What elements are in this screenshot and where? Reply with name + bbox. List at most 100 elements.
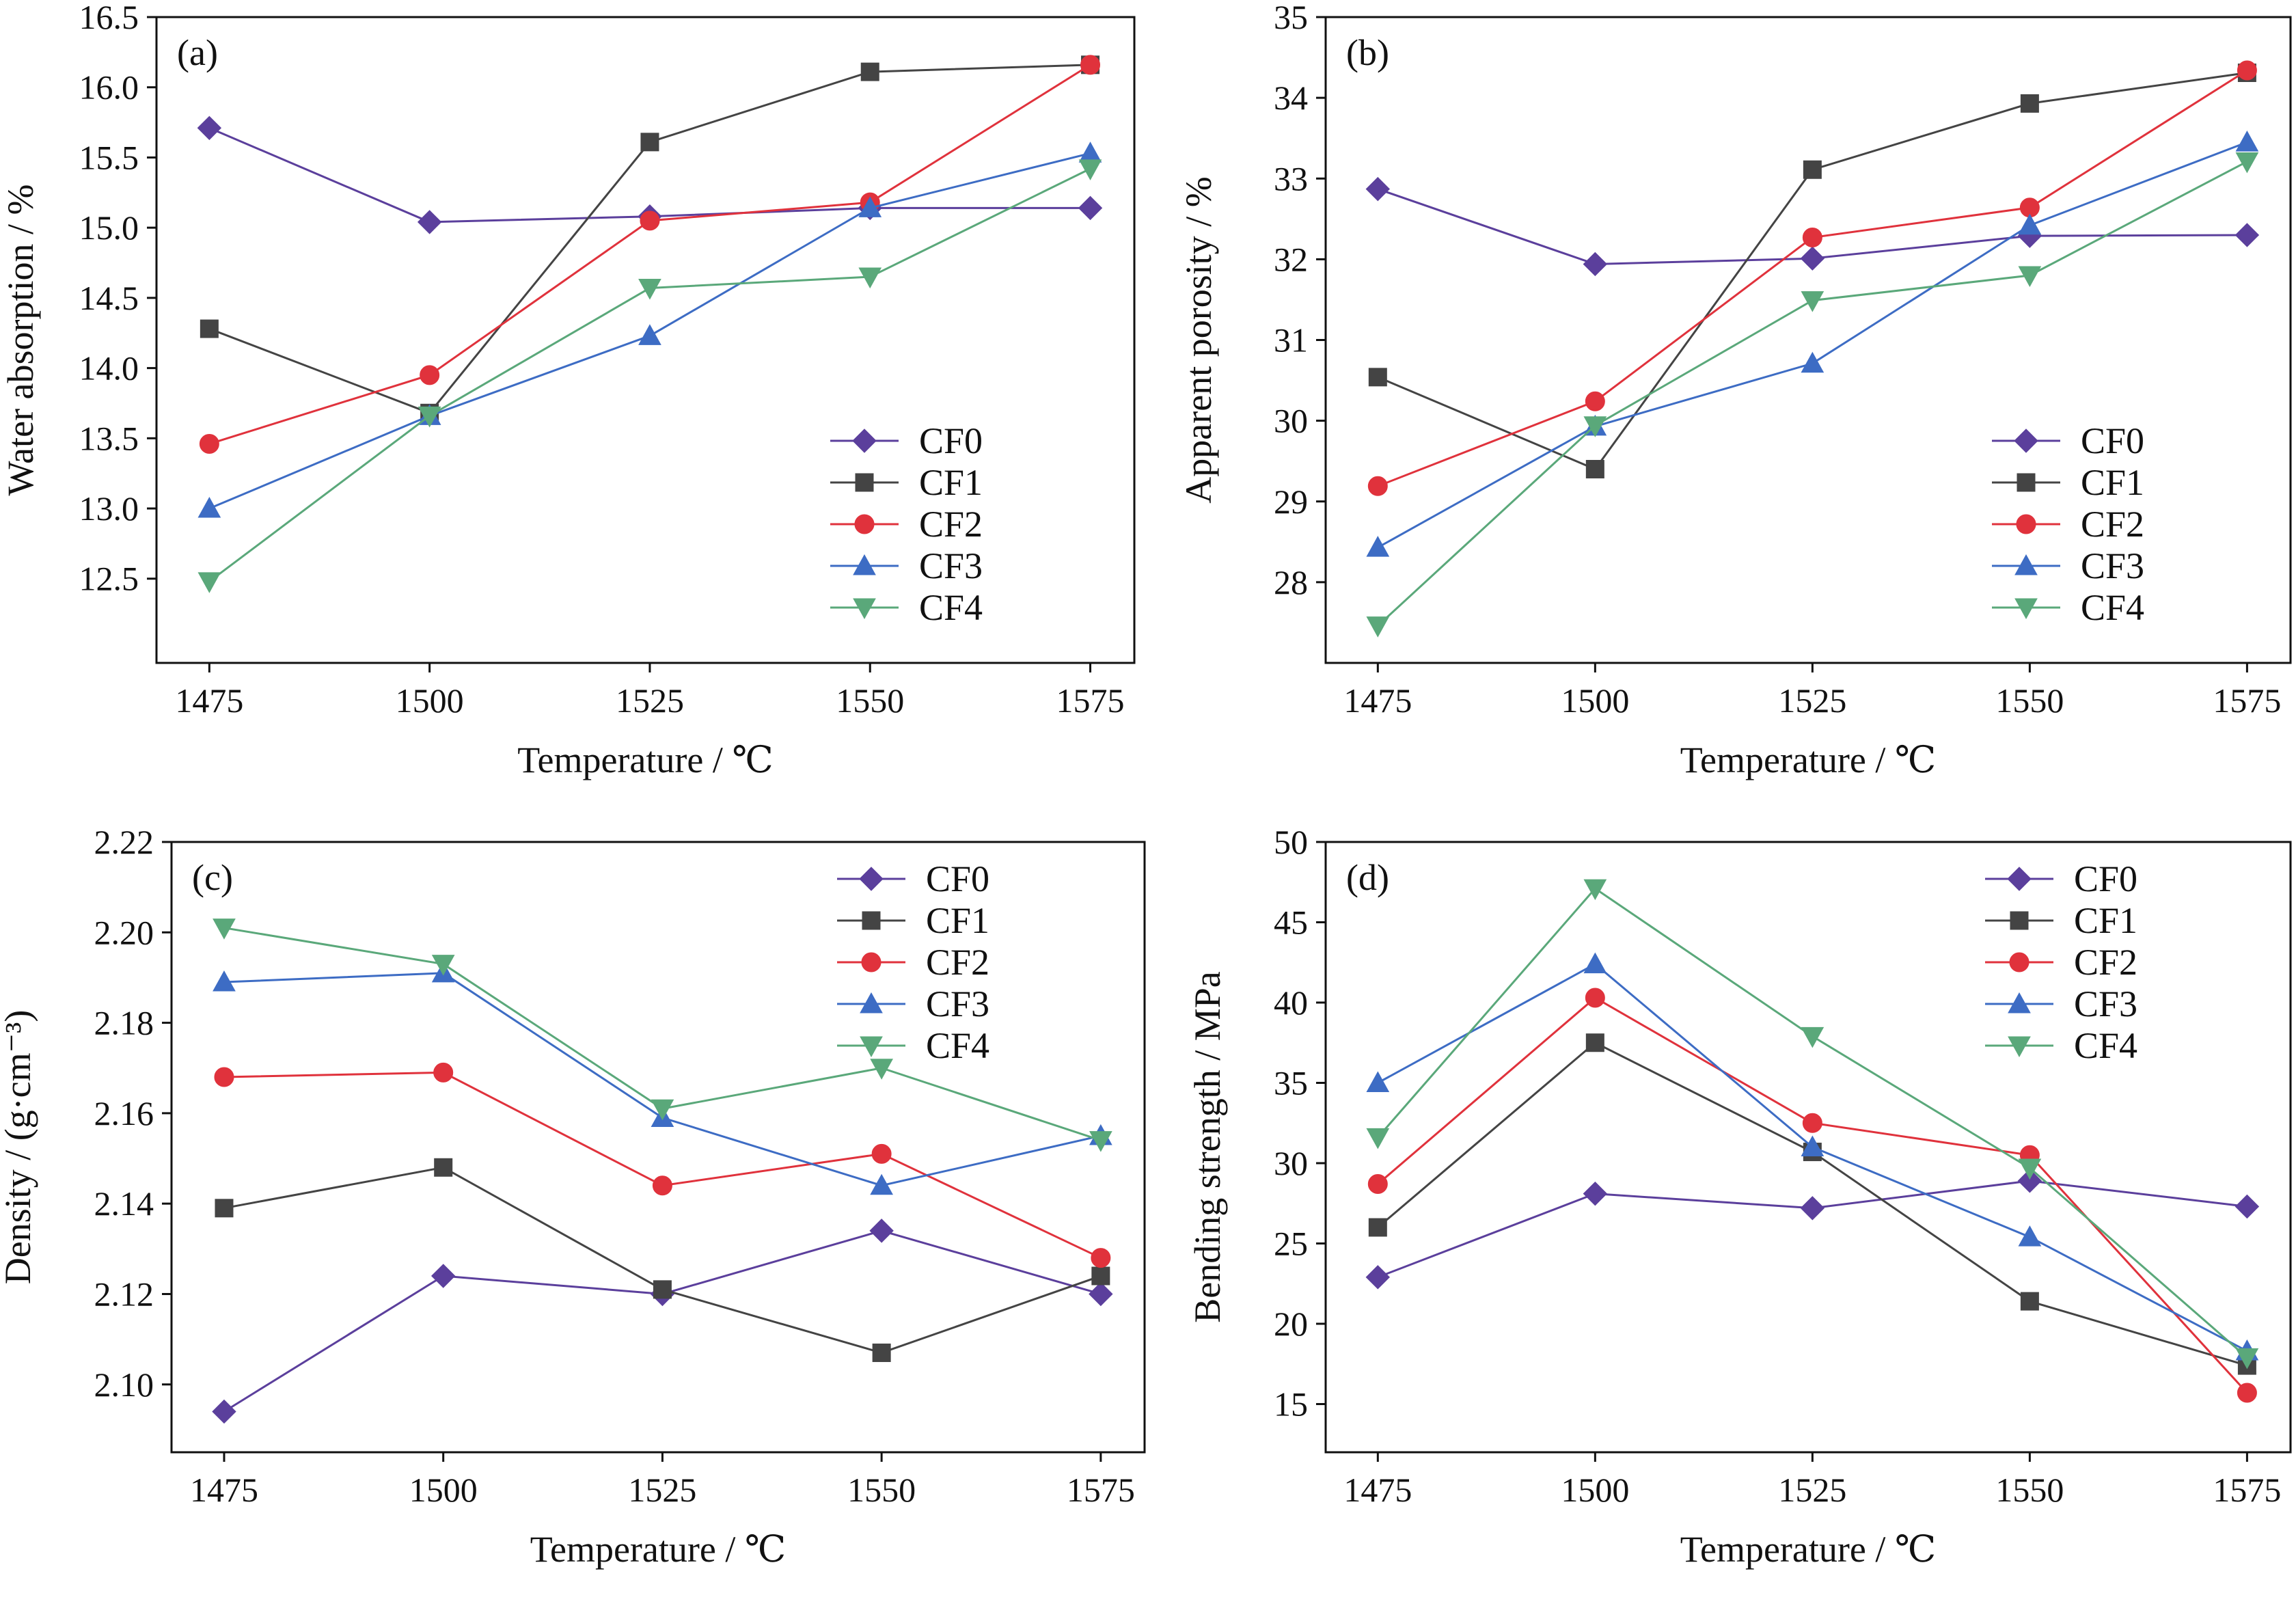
data-point-cf4 xyxy=(1583,416,1607,437)
legend-marker-cf2 xyxy=(2016,514,2036,534)
data-point-cf4 xyxy=(431,955,455,976)
series-cf4 xyxy=(1366,152,2259,638)
data-point-cf3 xyxy=(1366,536,1390,557)
legend-label: CF2 xyxy=(919,504,983,545)
y-tick-label: 2.10 xyxy=(94,1365,154,1404)
data-point-cf4 xyxy=(2235,1348,2259,1370)
y-tick-label: 40 xyxy=(1274,983,1308,1022)
data-point-cf2 xyxy=(1367,476,1388,496)
data-point-cf4 xyxy=(638,278,661,300)
chart-panel-d: 1475 1500 1525 1550 1575 15 20 25 30 35 40 45 50 Temp… xyxy=(1187,823,2292,1570)
data-point-cf1 xyxy=(2020,1292,2039,1311)
panel-label: (b) xyxy=(1346,32,1389,73)
legend-marker-cf3 xyxy=(853,554,876,575)
y-axis-title: Apparent porosity / % xyxy=(1178,176,1219,503)
legend-label: CF4 xyxy=(926,1025,989,1066)
data-point-cf0 xyxy=(430,1264,456,1288)
series-line-cf0 xyxy=(1377,1180,2247,1279)
y-tick-label: 13.5 xyxy=(79,419,139,457)
y-tick-label: 14.0 xyxy=(79,349,139,387)
legend-marker-cf2 xyxy=(2009,952,2030,972)
x-tick-label: 1550 xyxy=(1995,681,2064,720)
data-point-cf0 xyxy=(1800,1196,1825,1221)
legend-marker-cf3 xyxy=(2008,992,2031,1013)
plot-frame xyxy=(155,16,1136,664)
data-point-cf3 xyxy=(2018,213,2042,235)
y-axis-title: Density / (g·cm⁻³) xyxy=(0,1010,38,1285)
data-point-cf3 xyxy=(638,324,661,345)
legend-label: CF3 xyxy=(2074,983,2137,1024)
chart-panel-a: 1475 1500 1525 1550 1575 12.5 13.0 13.5 14.0 14.5… xyxy=(0,0,1136,780)
x-tick-label: 1500 xyxy=(1561,681,1629,720)
data-point-cf0 xyxy=(869,1219,894,1243)
data-point-cf1 xyxy=(434,1158,453,1177)
x-tick-label: 1575 xyxy=(2213,1471,2281,1509)
x-tick-label: 1525 xyxy=(616,681,684,720)
data-point-cf0 xyxy=(1583,251,1608,277)
data-point-cf2 xyxy=(652,1175,672,1196)
legend-marker-cf1 xyxy=(2017,473,2036,492)
data-point-cf1 xyxy=(1368,1218,1387,1237)
data-point-cf2 xyxy=(420,365,440,385)
data-point-cf4 xyxy=(197,572,221,593)
series-cf4 xyxy=(213,919,1112,1152)
data-point-cf2 xyxy=(1585,988,1605,1008)
legend-marker-cf4 xyxy=(853,598,876,620)
y-tick-label: 16.5 xyxy=(79,0,139,36)
legend-marker-cf1 xyxy=(2010,911,2029,930)
x-tick-label: 1525 xyxy=(1778,681,1846,720)
data-point-cf2 xyxy=(214,1067,234,1087)
legend-label: CF3 xyxy=(2081,545,2144,586)
data-point-cf3 xyxy=(213,970,236,992)
legend-label: CF1 xyxy=(919,462,983,503)
data-point-cf4 xyxy=(1089,1131,1112,1152)
data-point-cf3 xyxy=(1078,141,1102,163)
series-cf1 xyxy=(200,55,1100,422)
legend-marker-cf0 xyxy=(2014,428,2038,453)
legend-label: CF3 xyxy=(919,545,983,586)
x-tick-label: 1575 xyxy=(2213,681,2281,720)
y-tick-label: 20 xyxy=(1274,1305,1308,1343)
x-tick-label: 1550 xyxy=(836,681,904,720)
data-point-cf4 xyxy=(1583,879,1607,901)
data-point-cf2 xyxy=(2237,1383,2257,1403)
series-line-cf2 xyxy=(208,64,1091,445)
legend-marker-cf0 xyxy=(2007,867,2032,891)
y-tick-label: 35 xyxy=(1274,0,1308,36)
legend-label: CF0 xyxy=(2081,420,2144,461)
legend-marker-cf0 xyxy=(852,428,877,453)
data-point-cf2 xyxy=(433,1062,454,1083)
legend-label: CF2 xyxy=(926,942,989,983)
data-point-cf1 xyxy=(2020,94,2039,113)
data-point-cf3 xyxy=(1801,351,1824,373)
y-tick-label: 16.0 xyxy=(79,68,139,107)
data-point-cf4 xyxy=(1078,159,1102,180)
data-point-cf4 xyxy=(651,1099,674,1121)
legend-marker-cf4 xyxy=(2008,1036,2031,1058)
chart-panel-c: 1475 1500 1525 1550 1575 2.10 2.12 2.14 2.16 2.18… xyxy=(0,823,1146,1570)
data-point-cf3 xyxy=(1366,1071,1390,1092)
series-cf0 xyxy=(212,1219,1113,1424)
data-point-cf4 xyxy=(2235,152,2259,174)
x-tick-label: 1500 xyxy=(396,681,464,720)
panel-label: (d) xyxy=(1346,857,1389,898)
plot-frame xyxy=(1324,16,2292,664)
data-point-cf3 xyxy=(1583,952,1607,974)
y-tick-label: 35 xyxy=(1274,1064,1308,1102)
y-tick-label: 2.16 xyxy=(94,1094,154,1132)
data-point-cf1 xyxy=(653,1280,672,1299)
legend-label: CF0 xyxy=(2074,858,2137,899)
legend-marker-cf2 xyxy=(861,952,882,972)
y-tick-label: 30 xyxy=(1274,402,1308,440)
data-point-cf2 xyxy=(1367,1174,1388,1195)
series-cf4 xyxy=(1366,879,2259,1370)
data-point-cf3 xyxy=(1801,1135,1824,1156)
series-cf4 xyxy=(197,159,1102,593)
legend-label: CF4 xyxy=(2074,1025,2137,1066)
data-point-cf4 xyxy=(1366,1128,1390,1149)
data-point-cf2 xyxy=(1585,391,1605,411)
